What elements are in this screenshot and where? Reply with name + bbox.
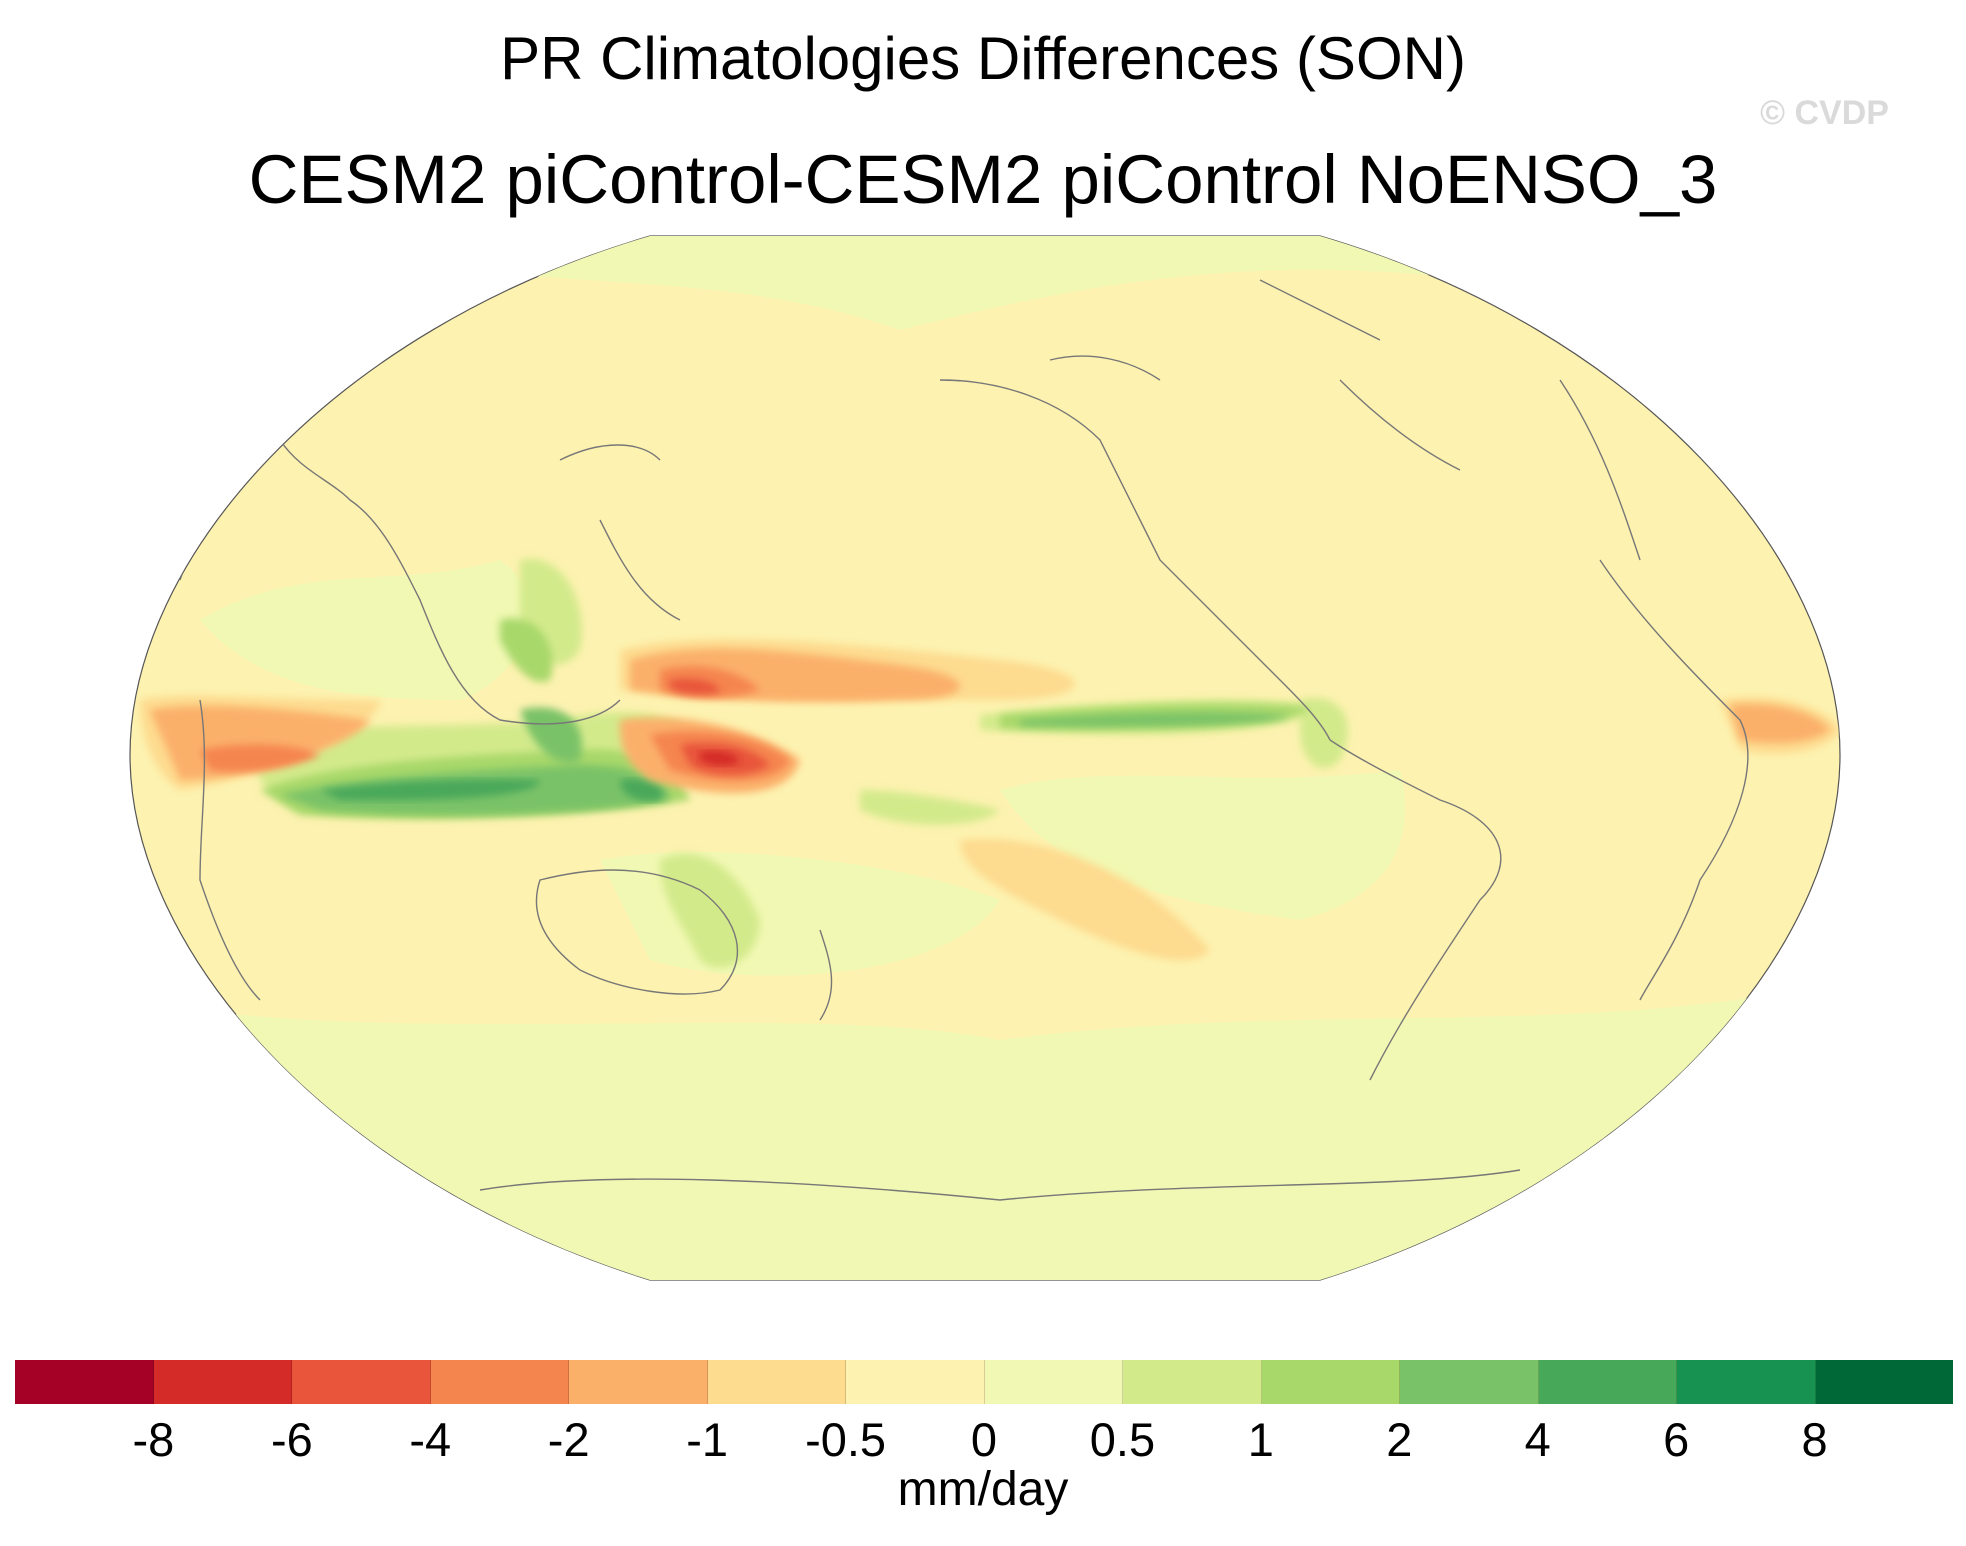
colorbar-tick-label: -4 [409, 1413, 452, 1466]
colorbar-tick-label: -6 [270, 1413, 313, 1466]
light-positive-zones [130, 236, 1840, 1280]
colorbar [15, 1360, 1953, 1404]
map-panel [129, 235, 1841, 1281]
colorbar-tick-label: -0.5 [805, 1413, 887, 1466]
colorbar-tick-label: 0.5 [1089, 1413, 1156, 1466]
colorbar-box-8 [1123, 1360, 1262, 1404]
colorbar-box-6 [846, 1360, 985, 1404]
extreme-negative-zones [700, 750, 740, 766]
colorbar-box-12 [1677, 1360, 1816, 1404]
colorbar-tick-label: -8 [132, 1413, 175, 1466]
colorbar-box-1 [153, 1360, 292, 1404]
cvdp-watermark: © CVDP [1760, 94, 1889, 132]
colorbar-tick-label: -1 [686, 1413, 729, 1466]
colorbar-box-9 [1261, 1360, 1400, 1404]
colorbar-tick-label: 8 [1801, 1413, 1828, 1466]
colorbar-tick-label: 2 [1386, 1413, 1413, 1466]
colorbar-box-13 [1815, 1360, 1953, 1404]
colorbar-box-4 [569, 1360, 708, 1404]
colorbar-tick-label: 1 [1247, 1413, 1274, 1466]
page-title: PR Climatologies Differences (SON) [500, 25, 1466, 92]
colorbar-tick-label: 0 [970, 1413, 998, 1466]
colorbar-box-10 [1400, 1360, 1539, 1404]
colorbar-tick-label: -2 [547, 1413, 590, 1466]
colorbar-units: mm/day [897, 1463, 1069, 1516]
page-subtitle: CESM2 piControl-CESM2 piControl NoENSO_3 [248, 141, 1718, 218]
precip-field [130, 236, 1840, 1280]
colorbar-box-7 [984, 1360, 1123, 1404]
colorbar-box-2 [292, 1360, 431, 1404]
colorbar-box-0 [15, 1360, 154, 1404]
colorbar-tick-label: 6 [1663, 1413, 1690, 1466]
colorbar-tick-label: 4 [1524, 1413, 1551, 1466]
peak-positive-zones [320, 779, 663, 802]
colorbar-box-3 [430, 1360, 569, 1404]
colorbar-box-5 [707, 1360, 846, 1404]
colorbar-box-11 [1538, 1360, 1677, 1404]
